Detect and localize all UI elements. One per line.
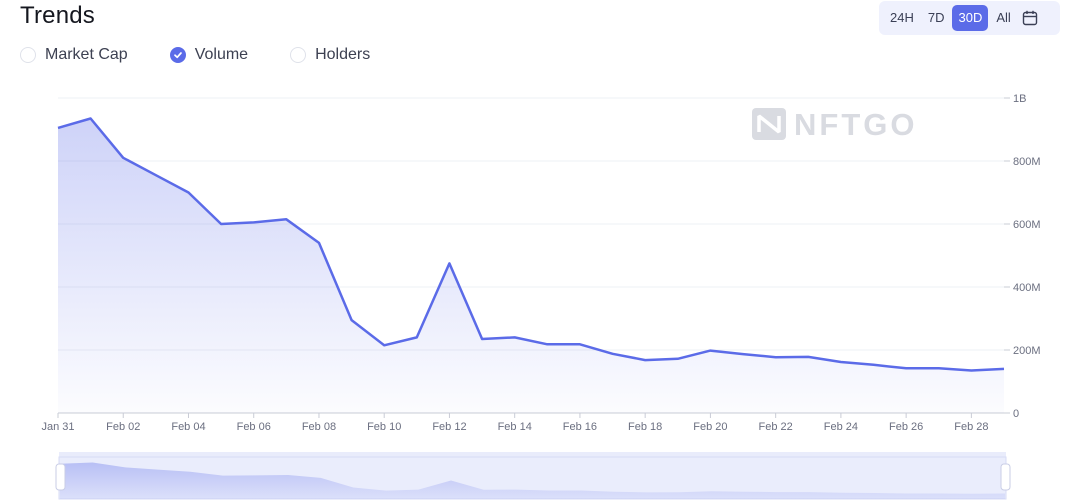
time-range-selector: 24H 7D 30D All <box>879 1 1060 35</box>
x-tick-label: Feb 28 <box>954 421 988 433</box>
data-point[interactable] <box>642 357 648 363</box>
y-tick-label: 800M <box>1013 156 1041 168</box>
data-point[interactable] <box>675 356 681 362</box>
x-tick-label: Feb 14 <box>498 421 532 433</box>
data-point[interactable] <box>512 334 518 340</box>
metric-volume-label: Volume <box>194 46 249 63</box>
x-tick-label: Feb 04 <box>171 421 205 433</box>
data-point[interactable] <box>968 368 974 374</box>
data-point[interactable] <box>838 359 844 365</box>
range-all-button[interactable]: All <box>996 10 1011 25</box>
data-point[interactable] <box>414 334 420 340</box>
data-point[interactable] <box>120 155 126 161</box>
calendar-icon[interactable] <box>1021 9 1039 27</box>
y-tick-label: 1B <box>1013 93 1026 105</box>
x-tick-label: Feb 10 <box>367 421 401 433</box>
x-tick-label: Feb 12 <box>432 421 466 433</box>
data-point[interactable] <box>283 216 289 222</box>
data-point[interactable] <box>349 317 355 323</box>
y-tick-label: 600M <box>1013 219 1041 231</box>
data-point[interactable] <box>805 354 811 360</box>
x-tick-label: Feb 06 <box>237 421 271 433</box>
range-30d-button[interactable]: 30D <box>952 5 989 31</box>
data-point[interactable] <box>381 342 387 348</box>
range-24h-button[interactable]: 24H <box>890 10 914 25</box>
data-point[interactable] <box>740 351 746 357</box>
data-point[interactable] <box>903 365 909 371</box>
x-tick-label: Feb 20 <box>693 421 727 433</box>
x-tick-label: Feb 16 <box>563 421 597 433</box>
metric-holders-label: Holders <box>315 46 371 63</box>
data-point[interactable] <box>55 125 61 131</box>
data-point[interactable] <box>446 260 452 266</box>
data-point[interactable] <box>186 190 192 196</box>
data-point[interactable] <box>544 341 550 347</box>
x-tick-label: Feb 26 <box>889 421 923 433</box>
x-tick-label: Feb 22 <box>759 421 793 433</box>
data-point[interactable] <box>610 351 616 357</box>
radio-holders[interactable] <box>290 47 307 63</box>
data-point[interactable] <box>88 116 94 122</box>
volume-area <box>58 118 1004 413</box>
range-7d-button[interactable]: 7D <box>927 10 945 25</box>
data-point[interactable] <box>707 348 713 354</box>
volume-line <box>57 117 1005 372</box>
navigator-area <box>60 462 1005 499</box>
x-tick-label: Feb 18 <box>628 421 662 433</box>
x-tick-label: Jan 31 <box>41 421 74 433</box>
metric-selector: Market Cap Volume Holders <box>20 46 412 64</box>
x-tick-label: Feb 08 <box>302 421 336 433</box>
metric-volume[interactable]: Volume <box>169 46 249 64</box>
metric-holders[interactable]: Holders <box>290 46 370 64</box>
metric-market-cap-label: Market Cap <box>45 46 128 63</box>
range-navigator[interactable] <box>55 452 1011 500</box>
watermark-text: NFTGO <box>794 107 918 142</box>
radio-volume[interactable] <box>169 47 186 63</box>
data-point[interactable] <box>577 341 583 347</box>
data-point[interactable] <box>871 362 877 368</box>
data-point[interactable] <box>479 336 485 342</box>
radio-market-cap[interactable] <box>20 47 36 63</box>
y-tick-label: 200M <box>1013 345 1041 357</box>
navigator-handle-left[interactable] <box>55 463 66 491</box>
data-point[interactable] <box>773 354 779 360</box>
x-tick-label: Feb 02 <box>106 421 140 433</box>
y-tick-label: 400M <box>1013 282 1041 294</box>
navigator-handle-right[interactable] <box>1000 463 1011 491</box>
data-point[interactable] <box>251 219 257 225</box>
check-icon <box>173 52 182 59</box>
x-tick-label: Feb 24 <box>824 421 858 433</box>
data-point[interactable] <box>153 172 159 178</box>
watermark-logo: NFTGO <box>752 107 918 142</box>
y-tick-label: 0 <box>1013 408 1019 420</box>
page-title: Trends <box>20 2 96 29</box>
data-point[interactable] <box>936 365 942 371</box>
data-point[interactable] <box>1001 366 1007 372</box>
data-point[interactable] <box>218 221 224 227</box>
data-point[interactable] <box>316 240 322 246</box>
metric-market-cap[interactable]: Market Cap <box>20 46 128 64</box>
